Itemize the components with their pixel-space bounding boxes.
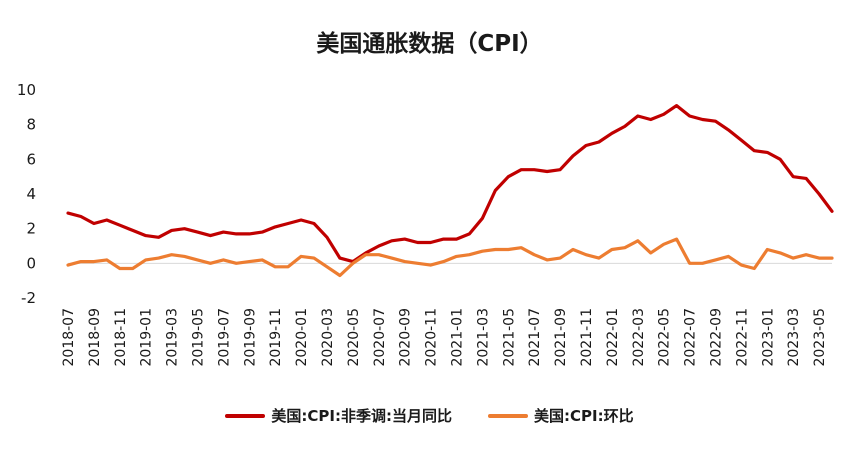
x-tick-label: 2023-03 xyxy=(786,308,802,367)
legend-label-mom: 美国:CPI:环比 xyxy=(534,407,634,425)
y-tick-label: 2 xyxy=(26,220,36,238)
legend-label-yoy: 美国:CPI:非季调:当月同比 xyxy=(271,407,452,425)
y-tick-label: 6 xyxy=(26,150,36,168)
legend-item-mom: 美国:CPI:环比 xyxy=(488,405,634,426)
x-tick-label: 2022-11 xyxy=(734,308,750,367)
x-tick-label: 2021-03 xyxy=(475,308,491,367)
legend-swatch-yoy xyxy=(225,413,266,418)
x-tick-label: 2018-07 xyxy=(61,308,77,367)
x-tick-label: 2020-01 xyxy=(294,308,310,367)
x-tick-label: 2023-05 xyxy=(812,308,828,367)
x-tick-label: 2020-09 xyxy=(398,308,414,367)
x-tick-label: 2019-09 xyxy=(242,308,258,367)
x-tick-label: 2022-09 xyxy=(708,308,724,367)
y-tick-label: 4 xyxy=(26,185,36,203)
x-tick-label: 2021-07 xyxy=(527,308,543,367)
legend-swatch-mom xyxy=(488,413,528,418)
x-tick-label: 2020-03 xyxy=(320,308,336,367)
x-tick-label: 2021-11 xyxy=(579,308,595,367)
legend: 美国:CPI:非季调:当月同比 美国:CPI:环比 xyxy=(0,405,859,426)
legend-item-yoy: 美国:CPI:非季调:当月同比 xyxy=(225,405,452,426)
x-tick-label: 2019-05 xyxy=(190,308,206,367)
x-tick-label: 2021-01 xyxy=(449,308,465,367)
x-tick-label: 2022-07 xyxy=(683,308,699,367)
x-tick-label: 2018-09 xyxy=(87,308,103,367)
x-tick-label: 2023-01 xyxy=(760,308,776,367)
x-tick-label: 2019-07 xyxy=(216,308,232,367)
x-tick-label: 2022-05 xyxy=(657,308,673,367)
y-tick-label: 0 xyxy=(26,254,36,272)
x-tick-label: 2022-03 xyxy=(631,308,647,367)
x-tick-label: 2019-03 xyxy=(165,308,181,367)
chart-title: 美国通胀数据（CPI） xyxy=(316,31,543,57)
x-tick-label: 2019-01 xyxy=(139,308,155,367)
x-tick-label: 2021-09 xyxy=(553,308,569,367)
x-tick-label: 2022-01 xyxy=(605,308,621,367)
x-tick-label: 2020-11 xyxy=(424,308,440,367)
series-line-cpi-yoy xyxy=(66,103,834,264)
line-chart: 10 8 6 4 2 0 -2 2018-07 2018-09 2018-11 2019-01 201… xyxy=(17,81,834,367)
y-tick-label: 8 xyxy=(26,116,36,134)
y-tick-label: -2 xyxy=(21,289,36,307)
series-line-cpi-mom xyxy=(66,237,834,278)
x-tick-label: 2020-07 xyxy=(372,308,388,367)
y-tick-label: 10 xyxy=(17,81,36,99)
x-tick-label: 2018-11 xyxy=(113,308,129,367)
x-tick-label: 2020-05 xyxy=(346,308,362,367)
x-tick-label: 2019-11 xyxy=(268,308,284,367)
x-tick-label: 2021-05 xyxy=(501,308,517,367)
